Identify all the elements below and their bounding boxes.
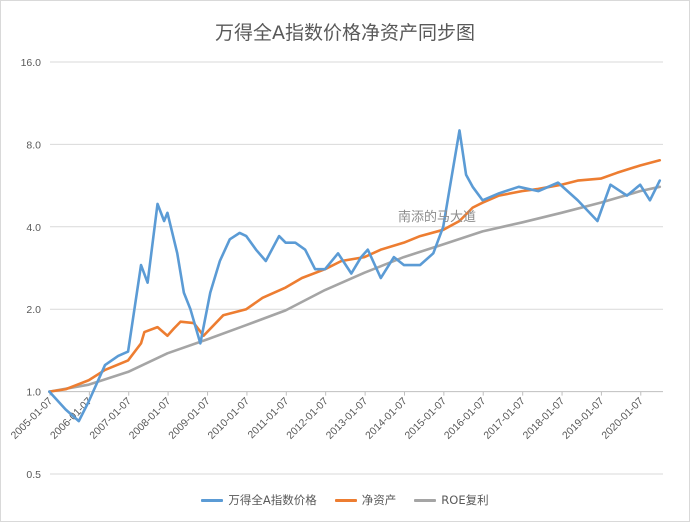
y-tick-label: 16.0 [21, 57, 42, 69]
y-axis-ticks: 16.0 8.0 4.0 2.0 1.0 0.5 [21, 57, 42, 481]
legend-item-wind-a: 万得全A指数价格 [201, 492, 317, 508]
y-tick-label: 2.0 [26, 304, 41, 316]
legend-item-net-assets: 净资产 [334, 492, 397, 508]
x-tick-label: 2020-01-07 [599, 395, 646, 442]
legend-label-roe: ROE复利 [441, 493, 489, 507]
series-line-wind-a [48, 129, 662, 423]
watermark-text: 南添的马大道 [398, 209, 476, 225]
y-tick-label: 0.5 [26, 469, 41, 481]
legend: 万得全A指数价格 净资产 ROE复利 [0, 492, 690, 508]
y-tick-label: 4.0 [26, 222, 41, 234]
legend-label-net-assets: 净资产 [361, 493, 397, 507]
x-tick-label: 2010-01-07 [206, 395, 253, 442]
legend-swatch-wind-a [201, 498, 224, 502]
legend-swatch-roe [414, 498, 437, 502]
series-line-roe [48, 185, 662, 393]
legend-swatch-net-assets [334, 498, 357, 502]
chart-title: 万得全A指数价格净资产同步图 [215, 22, 475, 44]
y-tick-label: 8.0 [26, 139, 41, 151]
legend-item-roe: ROE复利 [414, 492, 489, 508]
y-tick-label: 1.0 [26, 387, 41, 399]
series-layer [48, 129, 662, 423]
gridlines [50, 61, 663, 475]
legend-label-wind-a: 万得全A指数价格 [228, 493, 317, 507]
x-axis-ticks: 2005-01-072006-01-072007-01-072008-01-07… [9, 391, 646, 442]
